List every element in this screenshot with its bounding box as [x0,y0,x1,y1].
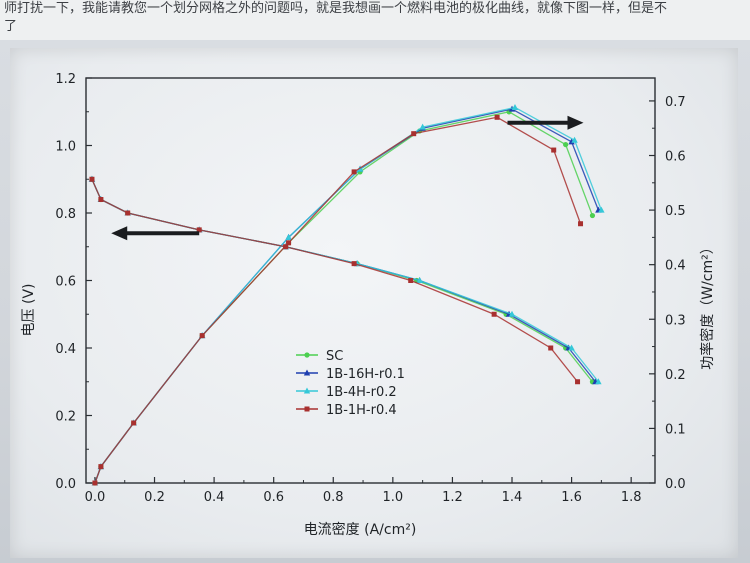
y-right-tick-label: 0.1 [665,422,686,437]
voltage-point [595,378,602,385]
legend-marker [303,387,311,394]
voltage-point [568,344,575,351]
voltage-point [508,310,516,317]
series-1B-1H-r0.4 [89,114,584,486]
legend-marker [304,406,310,412]
legend: SC 1B-16H-r0.1 1B-4H-r0.2 1B-1H-r0.4 [296,349,405,418]
y-right-tick-label: 0.6 [665,150,686,165]
power-point [199,333,205,339]
legend-label: 1B-1H-r0.4 [326,403,397,418]
y-left-tick-label: 0.0 [55,477,76,492]
voltage-point [125,210,131,216]
power-point [598,206,605,213]
power-line-1B-1H-r0.4 [94,116,582,484]
power-point [578,221,584,227]
power-point [131,420,137,426]
chart-paper [10,48,738,558]
x-tick-label: 1.4 [502,490,523,505]
y-right-tick-label: 0.3 [665,313,686,328]
power-point [571,136,578,143]
y-left-tick-label: 0.2 [55,410,76,425]
y-right-tick-label: 0.5 [665,204,686,219]
legend-label: SC [326,349,343,364]
x-tick-label: 1.8 [621,490,642,505]
voltage-point [408,278,414,283]
y-right-tick-label: 0.2 [665,368,686,383]
y-right-tick-label: 0.0 [665,477,686,492]
power-line-SC [94,111,594,484]
voltage-line-1B-1H-r0.4 [91,178,579,383]
x-tick-label: 0.4 [204,490,225,505]
annotation-layer [111,115,584,241]
y-left-tick-label: 0.6 [55,275,76,290]
left-arrow-head [111,226,128,241]
y-left-tick-label: 0.8 [55,207,76,222]
y-left-axis-title: 电压 (V) [21,284,37,337]
power-point [563,141,569,148]
y-right-tick-label: 0.7 [665,95,686,110]
right-arrow-head [567,115,584,130]
x-tick-label: 1.2 [442,490,463,505]
series-layer [88,103,605,486]
y-left-tick-label: 0.4 [55,342,76,357]
power-point [511,103,519,110]
power-point [285,233,292,240]
x-tick-label: 1.0 [382,490,403,505]
power-point [568,138,575,145]
voltage-point [491,311,497,317]
power-point [286,240,292,246]
axes-layer: 0.0 0.2 0.4 0.6 0.8 1.0 1.2 1.4 1.6 1.8 0.0 0.2 0.4 0… [55,72,685,505]
x-tick-label: 0.0 [85,490,106,505]
power-point [589,212,596,219]
voltage-point [548,345,554,351]
x-tick-label: 0.6 [263,490,284,505]
power-point [494,114,500,120]
voltage-point [351,261,357,267]
voltage-point [416,277,423,283]
power-point [551,147,557,153]
power-point [411,131,417,137]
y-left-tick-label: 1.0 [55,140,76,155]
plot-frame [85,77,656,484]
series-1B-4H-r0.2 [88,103,605,486]
legend-marker [304,352,310,358]
x-tick-label: 0.2 [144,490,165,505]
y-left-tick-label: 1.2 [55,72,76,87]
power-point [92,480,98,486]
x-tick-label: 1.6 [561,490,582,505]
series-1B-16H-r0.1 [88,105,602,486]
voltage-point [98,197,104,202]
legend-label: 1B-4H-r0.2 [326,385,397,400]
power-point [98,464,104,470]
legend-marker [303,369,311,376]
post-text-line-1: 师打扰一下，我能请教您一个划分网格之外的问题吗，就是我想画一个燃料电池的极化曲线… [4,1,668,16]
x-tick-label: 0.8 [323,490,344,505]
post-text-line-2: 了 [4,19,18,34]
voltage-line-1B-16H-r0.1 [91,178,596,383]
voltage-point [196,227,202,233]
x-axis-title: 电流密度 (A/cm²) [304,521,417,538]
power-line-1B-16H-r0.1 [94,108,600,484]
y-right-axis-title: 功率密度（W/cm²） [699,240,716,370]
power-point [419,123,426,130]
voltage-point [89,176,95,182]
voltage-point [575,379,581,385]
power-line-1B-4H-r0.2 [94,106,602,484]
legend-label: 1B-16H-r0.1 [326,367,405,382]
power-point [351,169,357,175]
y-right-tick-label: 0.4 [665,259,686,274]
voltage-line-1B-4H-r0.2 [91,178,599,383]
series-SC [89,109,596,486]
post-text: 师打扰一下，我能请教您一个划分网格之外的问题吗，就是我想画一个燃料电池的极化曲线… [0,0,750,40]
voltage-point [283,244,289,250]
